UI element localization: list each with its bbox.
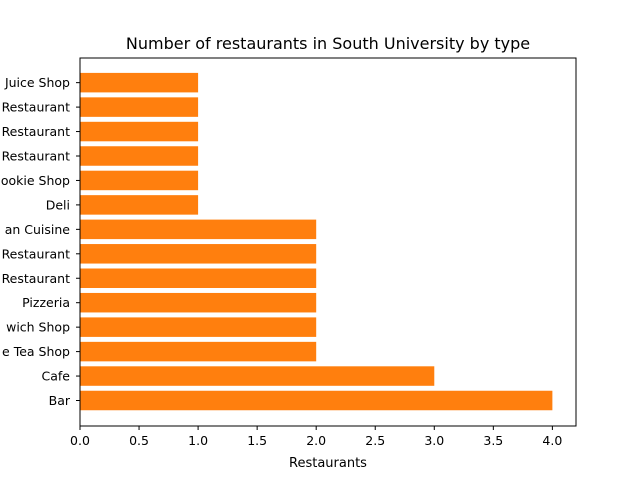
y-tick-label: Restaurant (2, 271, 71, 286)
chart-title: Number of restaurants in South Universit… (126, 34, 530, 53)
x-tick-label: 2.0 (306, 433, 326, 448)
bar (80, 146, 199, 166)
x-tick-label: 3.5 (483, 433, 503, 448)
x-tick-label: 1.0 (188, 433, 208, 448)
x-tick-label: 0.5 (129, 433, 149, 448)
y-tick-label: ookie Shop (1, 173, 70, 188)
y-tick-label: wich Shop (6, 320, 70, 335)
y-tick-label: Cafe (42, 369, 71, 384)
x-tick-label: 3.0 (424, 433, 444, 448)
y-tick-group: Bar Cafe e Tea Shop wich Shop Pizzeria Restau… (1, 75, 80, 408)
y-tick-label: Restaurant (2, 149, 71, 164)
y-tick-label: e Tea Shop (2, 344, 70, 359)
bar (80, 366, 435, 386)
y-tick-label: an Cuisine (5, 222, 71, 237)
y-tick-label: Deli (46, 197, 70, 212)
bar (80, 268, 317, 288)
y-tick-label: Restaurant (2, 124, 71, 139)
x-tick-label: 1.5 (247, 433, 267, 448)
y-tick-label: Pizzeria (22, 295, 70, 310)
bar (80, 195, 199, 215)
y-tick-label: Juice Shop (4, 75, 70, 90)
x-tick-label: 0.0 (70, 433, 90, 448)
x-tick-label: 4.0 (542, 433, 562, 448)
bar (80, 121, 199, 142)
y-tick-label: Restaurant (2, 246, 71, 261)
bars-group (80, 72, 553, 411)
bar (80, 292, 317, 313)
y-tick-label: Restaurant (2, 100, 71, 115)
bar (80, 72, 199, 93)
bar (80, 219, 317, 240)
bar (80, 341, 317, 362)
x-axis-label: Restaurants (289, 456, 367, 471)
y-tick-label: Bar (49, 393, 71, 408)
x-tick-group: 0.0 0.5 1.0 1.5 2.0 2.5 3.0 3.5 4.0 (70, 426, 562, 448)
plot-frame (79, 57, 577, 427)
bar (80, 317, 317, 337)
bar (80, 170, 199, 191)
bar (80, 390, 553, 411)
bar (80, 97, 199, 117)
bar (80, 244, 317, 264)
x-tick-label: 2.5 (365, 433, 385, 448)
